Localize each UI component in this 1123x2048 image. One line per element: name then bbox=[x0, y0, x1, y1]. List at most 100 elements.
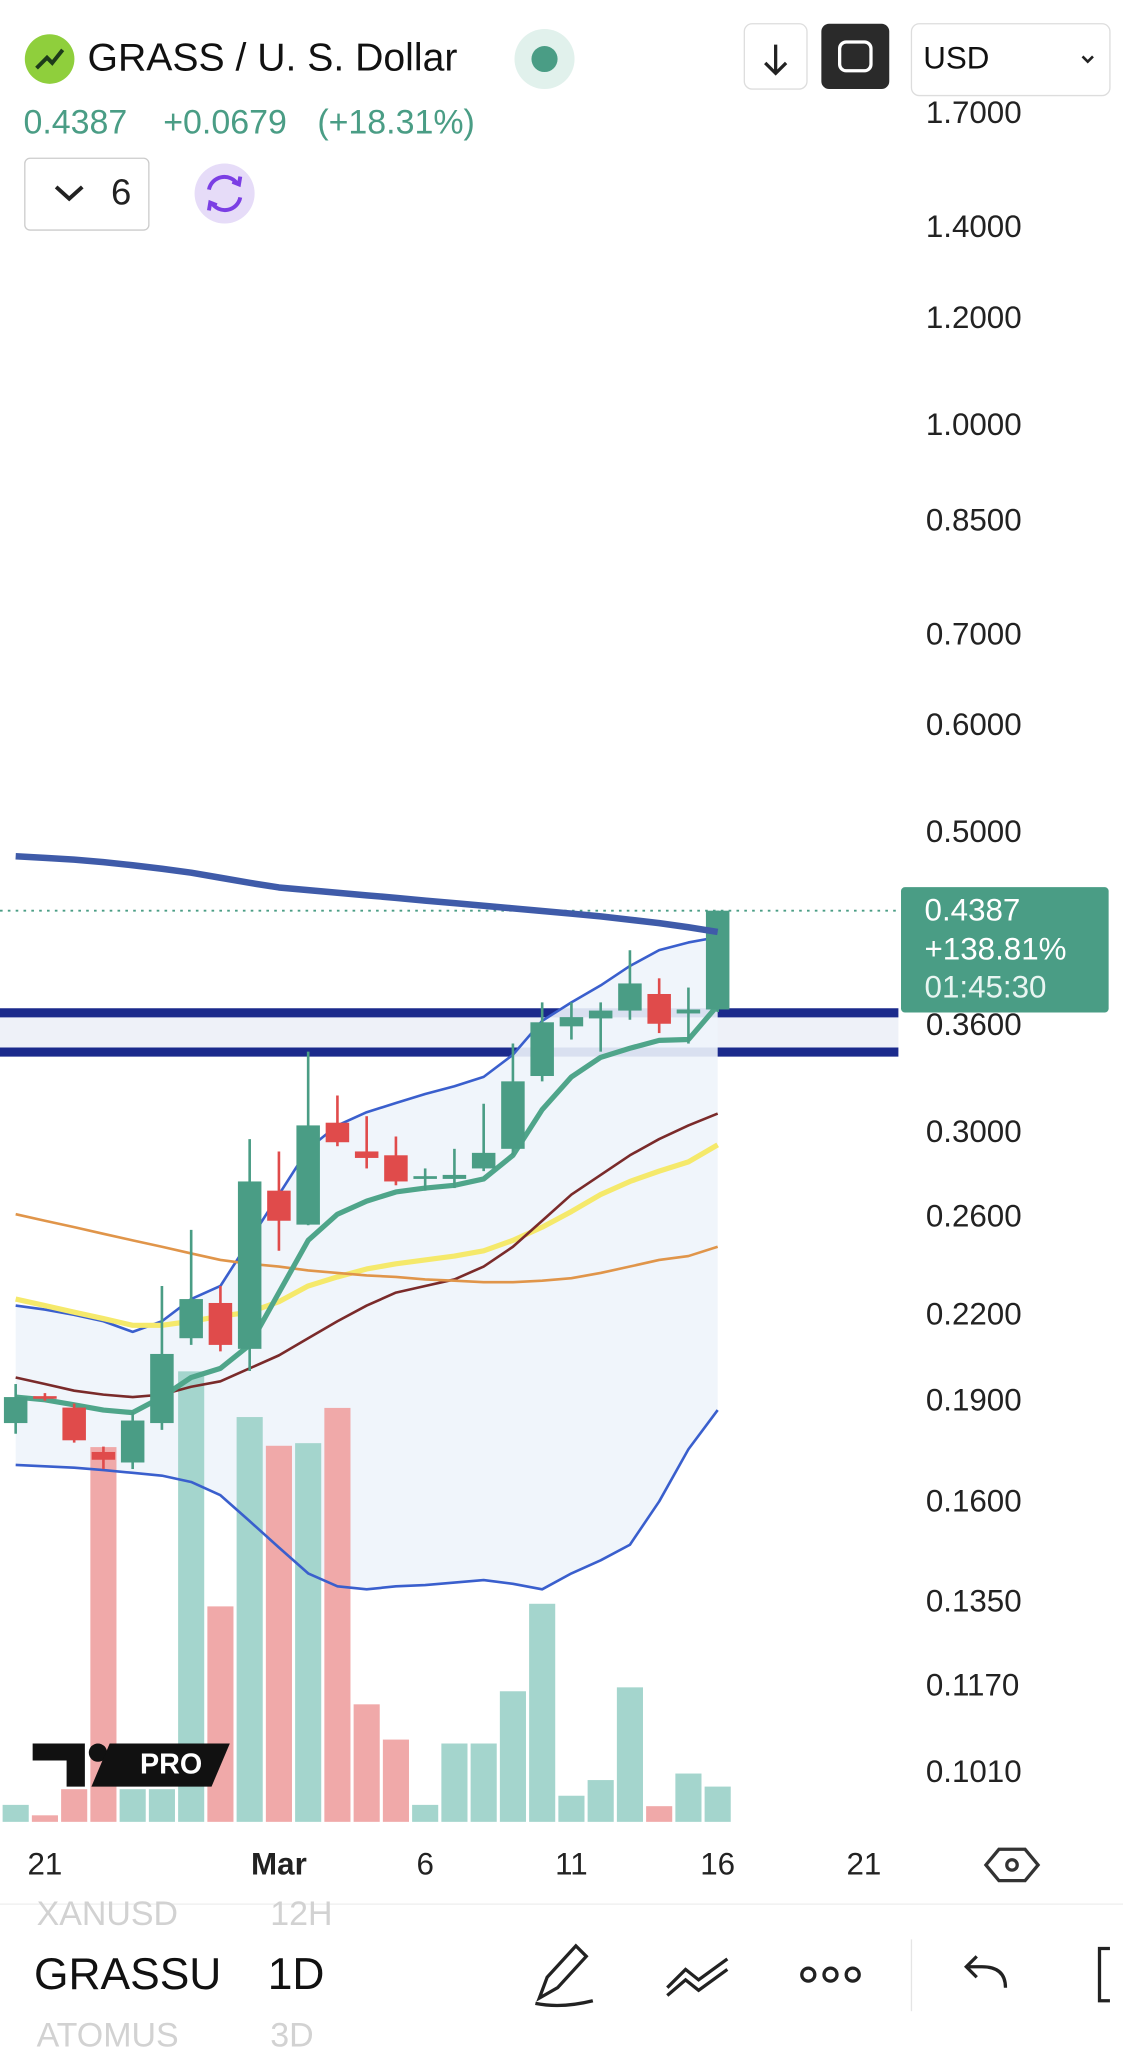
volume-bar bbox=[207, 1606, 234, 1822]
candle-body bbox=[413, 1176, 437, 1179]
currency-label: USD bbox=[923, 41, 989, 76]
fullscreen-button[interactable] bbox=[821, 23, 890, 90]
volume-bar bbox=[704, 1786, 731, 1822]
trend-tool[interactable] bbox=[666, 1957, 729, 1997]
y-tick-label: 1.4000 bbox=[926, 209, 1022, 244]
fullscreen-icon bbox=[838, 40, 873, 73]
y-tick-label: 0.7000 bbox=[926, 616, 1022, 651]
y-tick-label: 1.2000 bbox=[926, 300, 1022, 335]
volume-bar bbox=[148, 1789, 175, 1822]
symbol-picker[interactable]: GRASSU bbox=[34, 1950, 221, 1999]
candle-body bbox=[120, 1420, 145, 1463]
indicator-line bbox=[15, 1112, 719, 1399]
price-label-change: +138.81% bbox=[925, 931, 1067, 966]
y-tick-label: 0.5000 bbox=[926, 814, 1022, 849]
select-chevron bbox=[1081, 55, 1094, 64]
candle-body bbox=[179, 1299, 203, 1339]
volume-bar bbox=[470, 1743, 497, 1822]
zone-fill bbox=[0, 1012, 899, 1053]
x-tick-label: 11 bbox=[555, 1847, 588, 1882]
volume-bar bbox=[646, 1806, 673, 1822]
prev-interval: 12H bbox=[270, 1895, 332, 1933]
next-interval: 3D bbox=[270, 2016, 313, 2048]
candle-body bbox=[208, 1302, 233, 1345]
refresh-button[interactable] bbox=[194, 163, 255, 224]
volume-bar bbox=[324, 1407, 351, 1822]
volume-bar bbox=[2, 1804, 29, 1822]
prev-symbol: XANUSD bbox=[37, 1895, 178, 1933]
candle-body bbox=[676, 1009, 701, 1014]
symbol-title[interactable]: GRASS / U. S. Dollar bbox=[87, 37, 457, 80]
candle-body bbox=[384, 1155, 408, 1182]
volume-bar bbox=[529, 1603, 556, 1822]
candle-body bbox=[705, 910, 730, 1010]
header: GRASS / U. S. Dollar USD 0.4387 +0.0679 … bbox=[24, 23, 1111, 231]
indicator-line bbox=[15, 852, 719, 936]
more-tools[interactable] bbox=[1097, 1946, 1110, 2003]
volume-bar bbox=[382, 1739, 409, 1822]
toolbar: XANUSD 12H GRASSU 1D ATOMUS 3D bbox=[0, 1895, 1123, 2048]
settings-icon-center bbox=[1005, 1858, 1019, 1872]
x-tick-label: 21 bbox=[846, 1847, 881, 1882]
x-tick-label: 6 bbox=[416, 1847, 433, 1882]
candle-body bbox=[471, 1152, 496, 1169]
y-tick-label: 1.0000 bbox=[926, 407, 1022, 442]
logo-glyph bbox=[35, 48, 65, 70]
indicator-toggle[interactable] bbox=[24, 157, 150, 231]
x-tick-label: Mar bbox=[251, 1847, 307, 1882]
candle-body bbox=[325, 1122, 350, 1143]
logo-mark bbox=[32, 1743, 85, 1787]
indicator-line bbox=[15, 1212, 719, 1284]
volume-bar bbox=[412, 1804, 439, 1822]
draw-tool[interactable] bbox=[535, 1943, 594, 2008]
y-tick-label: 0.1170 bbox=[926, 1667, 1020, 1702]
price-label-value: 0.4387 bbox=[925, 892, 1021, 927]
volume-bar bbox=[61, 1789, 88, 1822]
interval-picker[interactable]: 1D bbox=[268, 1950, 325, 1999]
y-tick-label: 1.7000 bbox=[926, 95, 1022, 130]
volume-bar bbox=[119, 1789, 146, 1822]
candle-body bbox=[530, 1022, 554, 1077]
volume-bar bbox=[441, 1743, 468, 1822]
candle-body bbox=[62, 1407, 86, 1441]
price-change-percent: (+18.31%) bbox=[317, 103, 475, 141]
candle-body bbox=[33, 1396, 57, 1399]
candle-body bbox=[237, 1181, 262, 1349]
indicator-line bbox=[15, 1409, 719, 1591]
next-symbol: ATOMUS bbox=[37, 2016, 179, 2048]
volume-bar bbox=[236, 1417, 263, 1822]
candle-body bbox=[91, 1451, 116, 1460]
y-tick-label: 0.2200 bbox=[926, 1296, 1022, 1331]
volume-bar bbox=[558, 1795, 585, 1822]
indicator-line bbox=[15, 1142, 719, 1328]
more-button[interactable] bbox=[800, 1966, 861, 1983]
logo-dot bbox=[88, 1743, 108, 1762]
candle-body bbox=[442, 1174, 467, 1179]
last-price: 0.4387 bbox=[24, 103, 128, 141]
candle-body bbox=[559, 1017, 584, 1027]
volume-bar bbox=[295, 1443, 322, 1822]
candle-body bbox=[3, 1397, 28, 1424]
logo-text: PRO bbox=[140, 1748, 202, 1780]
volume-bar bbox=[265, 1445, 292, 1822]
price-label: 0.4387 +138.81%01:45:30 bbox=[901, 887, 1109, 1013]
candle-body bbox=[296, 1125, 320, 1225]
tv-logo: PRO bbox=[32, 1743, 230, 1787]
download-icon bbox=[764, 44, 788, 76]
settings-icon[interactable] bbox=[983, 1847, 1041, 1883]
y-tick-label: 0.8500 bbox=[926, 502, 1022, 537]
price-label-box bbox=[901, 887, 1109, 1013]
candle-body bbox=[647, 993, 671, 1024]
volume-bar bbox=[499, 1691, 526, 1822]
candle-body bbox=[267, 1190, 291, 1221]
refresh-icon bbox=[206, 174, 243, 213]
undo-button[interactable] bbox=[963, 1955, 1008, 1988]
candle-body bbox=[501, 1081, 525, 1149]
y-tick-label: 0.1010 bbox=[926, 1754, 1022, 1789]
y-tick-label: 0.6000 bbox=[926, 707, 1022, 742]
currency-select[interactable] bbox=[910, 23, 1111, 97]
candle-body bbox=[588, 1010, 613, 1019]
volume-bar bbox=[616, 1687, 643, 1822]
